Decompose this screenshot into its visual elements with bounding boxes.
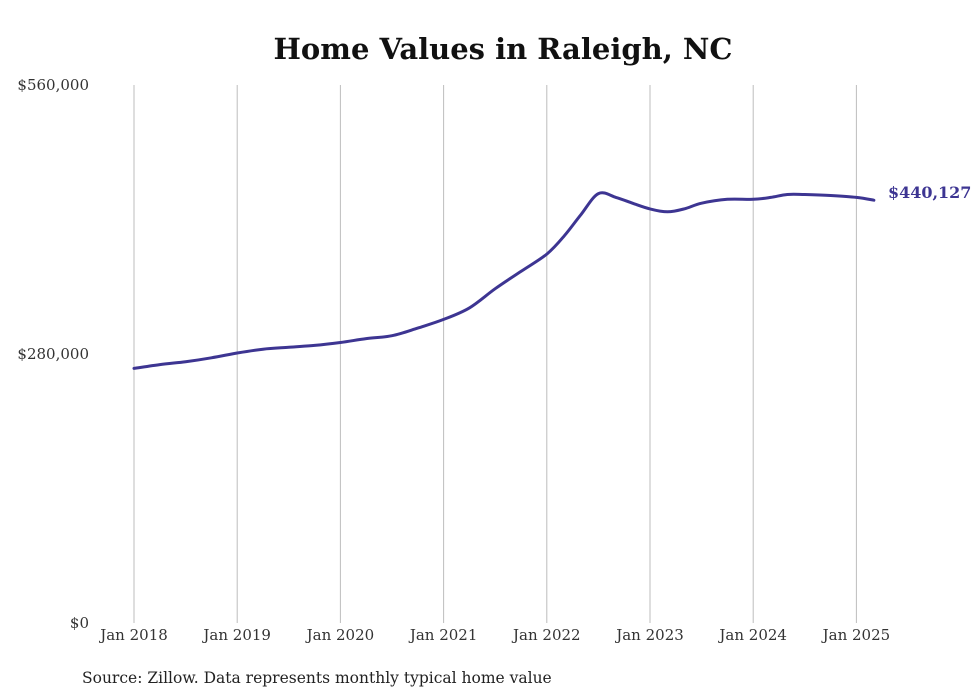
gridlines bbox=[133, 85, 857, 623]
chart-title: Home Values in Raleigh, NC bbox=[274, 32, 733, 66]
y-axis-ticks: $0 $280,000 $560,000 bbox=[17, 76, 89, 632]
x-tick-label: Jan 2022 bbox=[511, 626, 581, 644]
source-note: Source: Zillow. Data represents monthly … bbox=[82, 669, 552, 687]
y-tick-label: $560,000 bbox=[17, 76, 89, 94]
y-tick-label: $280,000 bbox=[17, 345, 89, 363]
x-tick-label: Jan 2019 bbox=[201, 626, 271, 644]
y-tick-label: $0 bbox=[70, 614, 89, 632]
x-axis-ticks: Jan 2018 Jan 2019 Jan 2020 Jan 2021 Jan 2022… bbox=[98, 626, 890, 644]
x-tick-label: Jan 2018 bbox=[98, 626, 168, 644]
x-tick-label: Jan 2024 bbox=[717, 626, 787, 644]
end-value-label: $440,127 bbox=[888, 183, 972, 202]
x-tick-label: Jan 2025 bbox=[821, 626, 891, 644]
x-tick-label: Jan 2023 bbox=[614, 626, 684, 644]
x-tick-label: Jan 2020 bbox=[305, 626, 375, 644]
x-tick-label: Jan 2021 bbox=[408, 626, 478, 644]
series-line bbox=[132, 191, 876, 370]
